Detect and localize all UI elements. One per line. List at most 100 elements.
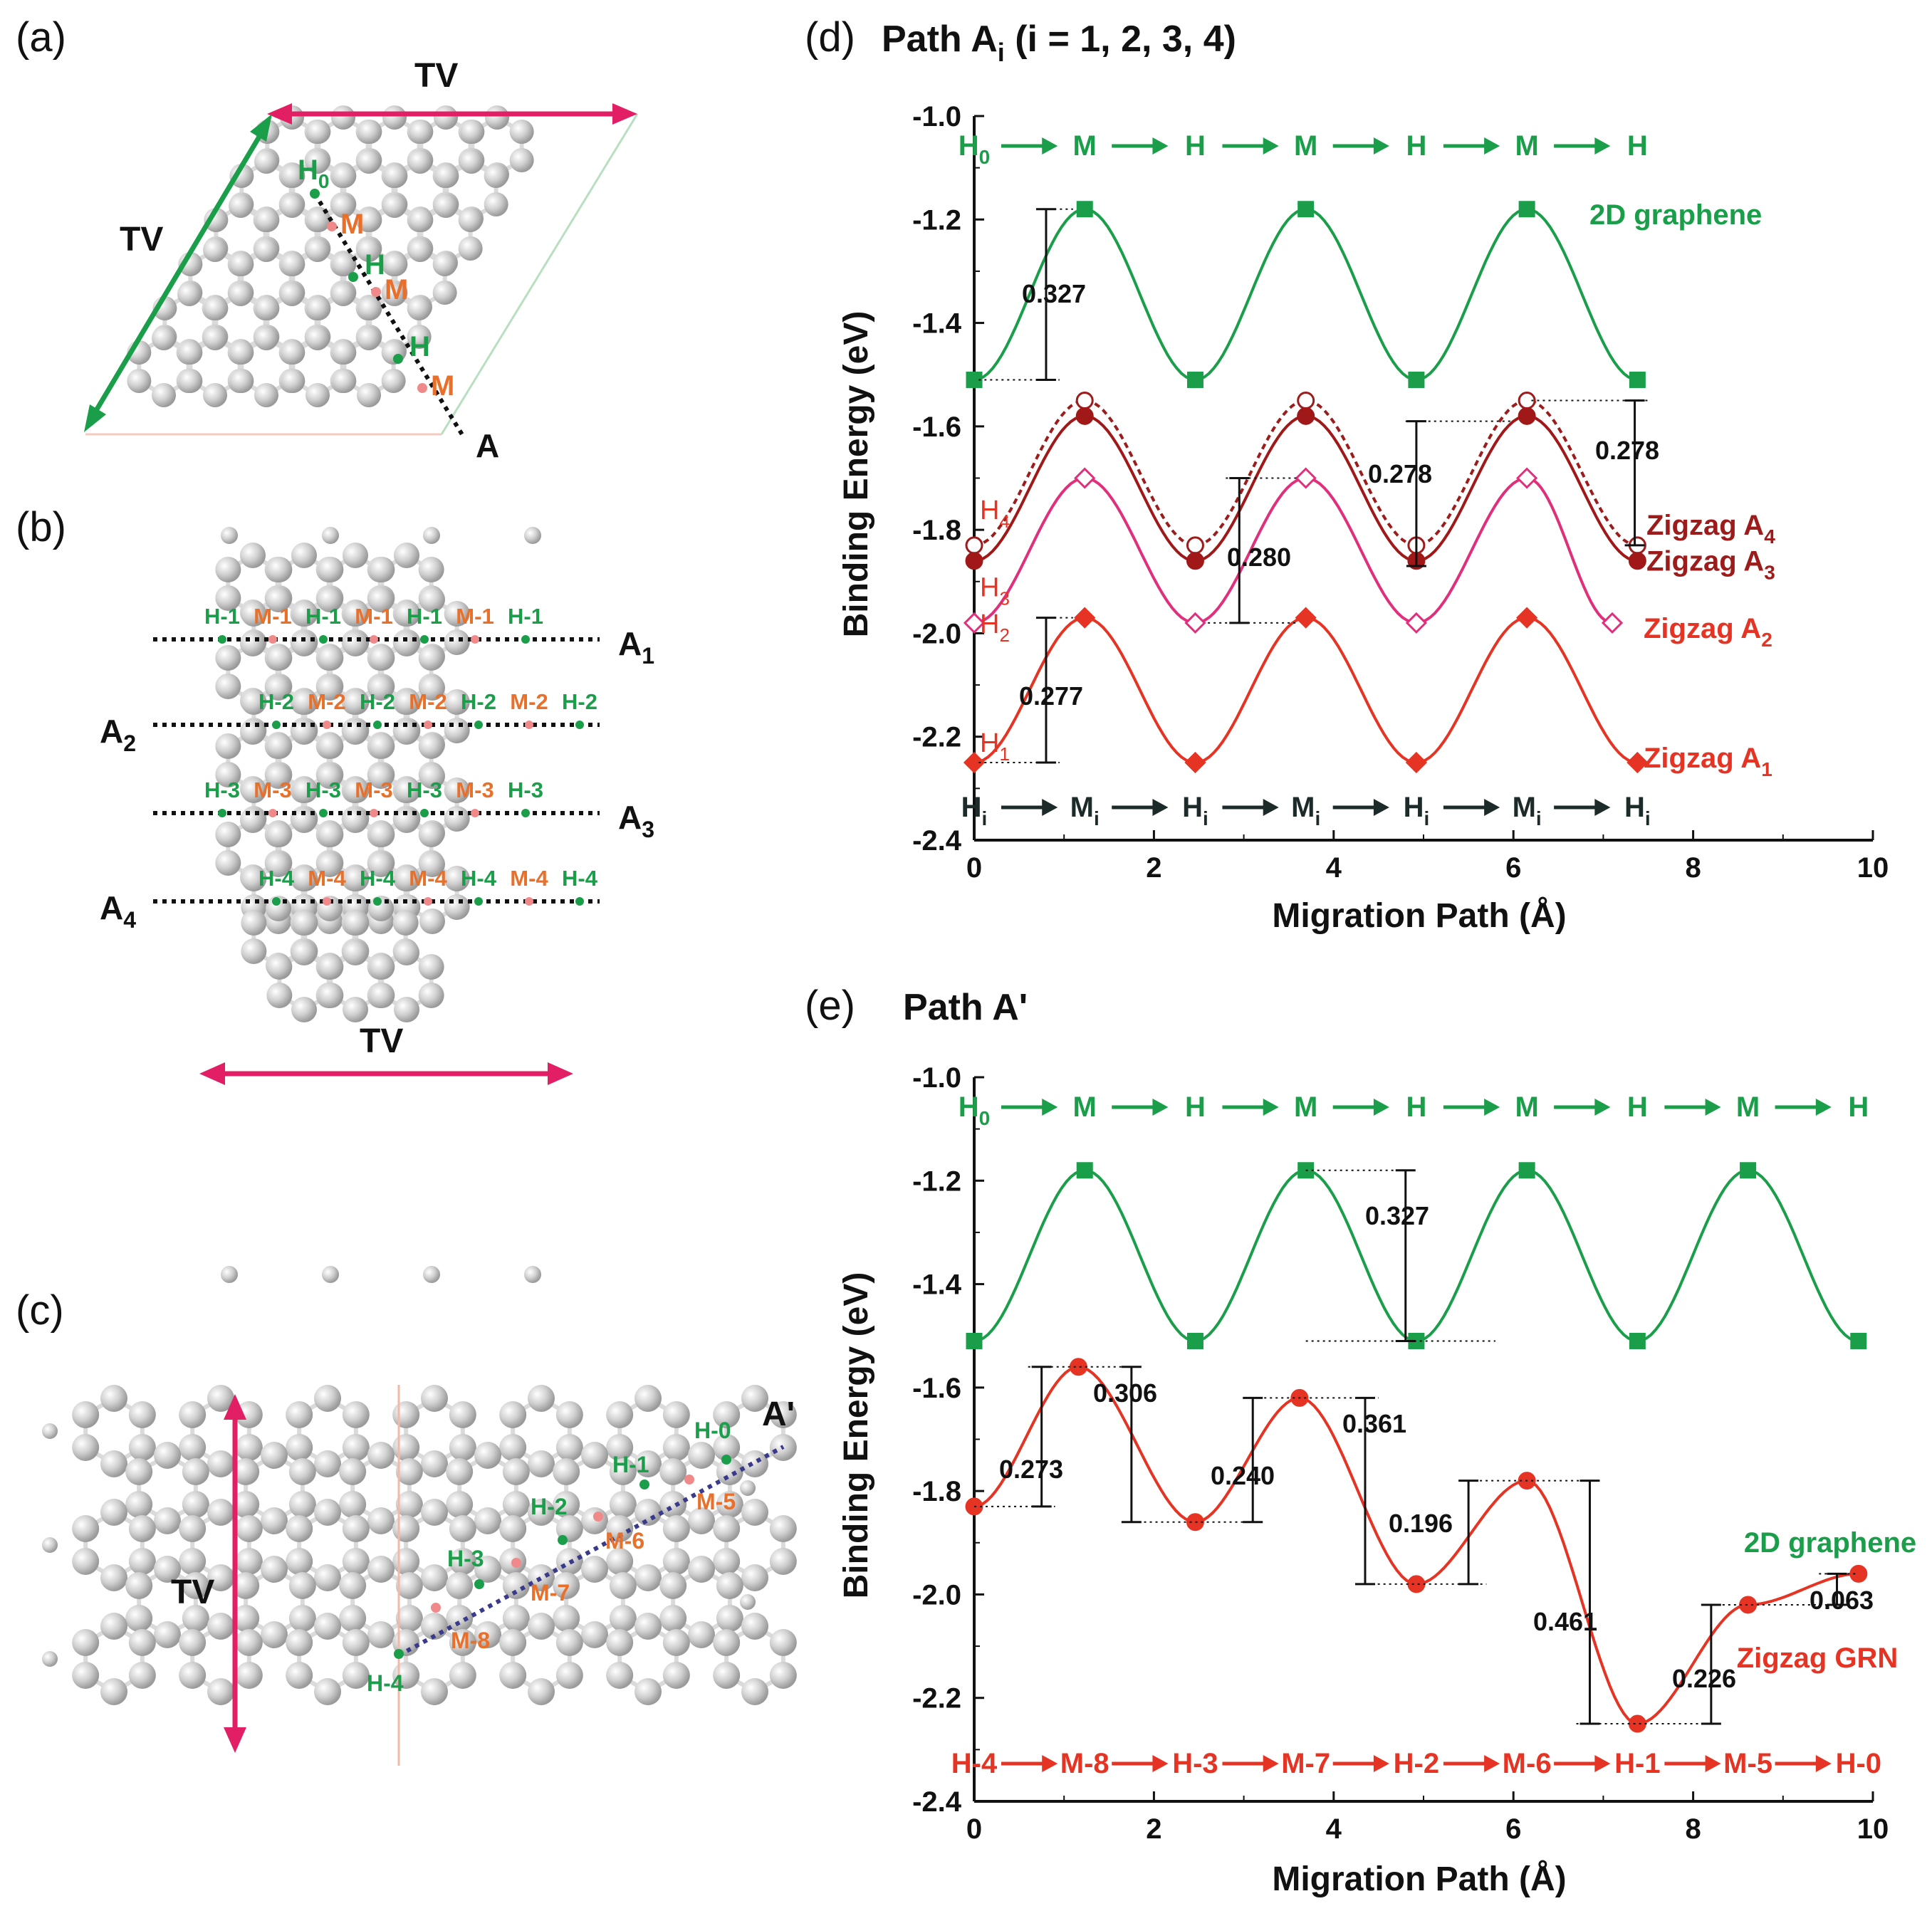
carbon-atom bbox=[215, 557, 241, 582]
carbon-atom bbox=[318, 983, 344, 1008]
carbon-atom bbox=[306, 208, 331, 232]
hollow-site-dot bbox=[393, 354, 403, 364]
hollow-site-label: H-0 bbox=[694, 1418, 731, 1443]
carbon-atom bbox=[266, 733, 293, 759]
panel-a-cell-edge-right bbox=[440, 113, 639, 435]
bridge-site-label: M bbox=[385, 274, 408, 305]
hollow-site-label: H-3 bbox=[407, 777, 442, 802]
carbon-atom bbox=[434, 105, 458, 130]
chart-e-ylabel: Binding Energy (eV) bbox=[837, 1272, 875, 1599]
carbon-atom bbox=[474, 1556, 501, 1583]
bridge-site-label: M-3 bbox=[254, 777, 291, 802]
data-point bbox=[1626, 751, 1649, 774]
data-point bbox=[1186, 552, 1204, 570]
hollow-site-label: H-4 bbox=[360, 866, 396, 891]
carbon-atom bbox=[314, 1613, 341, 1640]
data-point bbox=[1405, 751, 1428, 774]
carbon-atom bbox=[741, 1450, 768, 1477]
carbon-atom bbox=[449, 1548, 476, 1575]
x-tick-label: 8 bbox=[1685, 852, 1701, 884]
carbon-atom bbox=[332, 252, 357, 276]
carbon-atom bbox=[509, 120, 534, 144]
carbon-atom bbox=[528, 1450, 555, 1477]
path-arrow-head bbox=[1263, 1755, 1279, 1772]
carbon-atom bbox=[255, 296, 280, 320]
carbon-atom bbox=[444, 601, 470, 627]
carbon-atom bbox=[662, 1548, 690, 1575]
carbon-atom bbox=[207, 1613, 234, 1640]
hollow-site-dot bbox=[319, 809, 328, 817]
carbon-atom bbox=[553, 1458, 580, 1485]
chart-e-annotations: 0.327 0.273 0.306 0.240 0.361 0.196 0.461 0.226… bbox=[974, 1169, 1874, 1725]
carbon-atom bbox=[409, 120, 434, 144]
carbon-atom bbox=[266, 852, 291, 877]
x-tick-label: 2 bbox=[1146, 1813, 1161, 1845]
carbon-atom bbox=[419, 763, 445, 789]
hydrogen-atom bbox=[740, 1480, 756, 1496]
carbon-atom bbox=[434, 194, 458, 218]
carbon-atom bbox=[154, 1507, 181, 1534]
carbon-atom bbox=[286, 1629, 313, 1656]
carbon-atom bbox=[100, 1450, 127, 1477]
legend-entry: 2D graphene bbox=[1589, 199, 1762, 231]
data-point bbox=[1516, 607, 1538, 629]
carbon-atom bbox=[240, 807, 266, 833]
hollow-site-label: H-1 bbox=[407, 604, 442, 629]
carbon-atom bbox=[659, 1572, 687, 1599]
carbon-atom bbox=[367, 1621, 395, 1648]
path-site-label: M bbox=[1294, 1091, 1317, 1123]
start-label: H2 bbox=[980, 609, 1010, 646]
path-arrow-head bbox=[1484, 1099, 1500, 1116]
carbon-atom bbox=[306, 383, 330, 407]
carbon-atom bbox=[203, 326, 227, 350]
carbon-atom bbox=[635, 1450, 662, 1477]
carbon-atom bbox=[444, 806, 470, 832]
data-point bbox=[1407, 1575, 1426, 1593]
carbon-atom bbox=[241, 777, 267, 803]
carbon-atom bbox=[314, 1450, 341, 1477]
carbon-atom bbox=[421, 1385, 448, 1412]
barrier-label: 0.240 bbox=[1211, 1461, 1275, 1490]
path-arrow-head bbox=[1594, 137, 1611, 155]
y-tick-label: -2.0 bbox=[912, 1579, 961, 1611]
bottom-sequence: H-4 M-8 H-3 M-7 H-2 M-6 H-1 M-5 H-0 bbox=[951, 1748, 1881, 1779]
chart-e-panel-label: (e) bbox=[805, 983, 855, 1029]
carbon-atom bbox=[207, 1385, 234, 1412]
panel-a-label: (a) bbox=[16, 14, 66, 61]
carbon-atom bbox=[367, 1507, 395, 1534]
hollow-site-label: H-3 bbox=[508, 777, 543, 802]
hollow-site-label: H bbox=[409, 331, 430, 362]
carbon-atom bbox=[609, 1605, 637, 1632]
hollow-site-dot bbox=[558, 1535, 568, 1545]
bridge-site-dot bbox=[323, 721, 331, 729]
data-point bbox=[1184, 751, 1206, 774]
carbon-atom bbox=[553, 1605, 580, 1632]
carbon-atom bbox=[317, 587, 343, 612]
carbon-atom bbox=[382, 194, 407, 218]
hollow-site-dot bbox=[420, 635, 429, 644]
hollow-site-dot bbox=[272, 721, 281, 729]
chart-d-axes: -1.0 -1.2 -1.4 -1.6 -1.8 -2.0 -2.2 -2.40 2 4 6 8 10 bbox=[912, 101, 1889, 884]
carbon-atom bbox=[409, 208, 434, 232]
panel-c-lattice bbox=[42, 1385, 797, 1705]
hollow-site-dot bbox=[420, 809, 429, 817]
y-tick-label: -2.2 bbox=[912, 722, 961, 753]
carbon-atom bbox=[261, 1442, 288, 1469]
carbon-atom bbox=[394, 543, 419, 568]
legend-entry: Zigzag A4 bbox=[1646, 510, 1775, 548]
hollow-site-dot bbox=[575, 721, 584, 729]
path-site-label: Mi bbox=[1070, 792, 1100, 829]
carbon-atom bbox=[769, 1548, 797, 1575]
bridge-site-dot bbox=[593, 1512, 603, 1522]
barrier-label: 0.278 bbox=[1595, 436, 1659, 465]
legend-entry: Zigzag A3 bbox=[1646, 546, 1775, 584]
panel-a-path-line bbox=[313, 192, 465, 437]
y-tick-label: -1.6 bbox=[912, 1373, 961, 1404]
carbon-atom bbox=[100, 1385, 127, 1412]
barrier-label: 0.306 bbox=[1093, 1378, 1157, 1408]
carbon-atom bbox=[292, 866, 318, 891]
path-arrow-head bbox=[1042, 1099, 1058, 1116]
carbon-atom bbox=[392, 1548, 420, 1575]
panel-c-tv-label: TV bbox=[171, 1574, 214, 1611]
